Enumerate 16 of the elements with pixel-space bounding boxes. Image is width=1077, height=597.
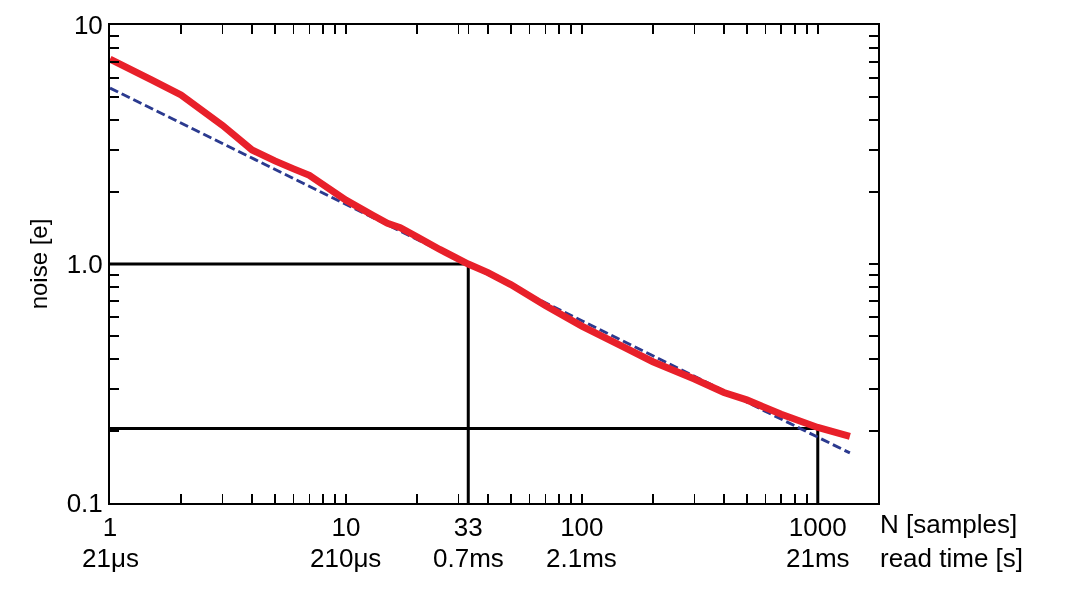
x-tick-label: 10 xyxy=(331,512,361,543)
text: 21μs xyxy=(82,543,139,573)
text: 2.1ms xyxy=(546,543,617,573)
text: read time [s] xyxy=(880,543,1024,573)
x-axis-title: N [samples] xyxy=(880,509,1018,539)
y-tick-label: 1.0 xyxy=(66,249,103,280)
y-axis-title: noise [e] xyxy=(25,218,53,310)
y-tick-label: 0.1 xyxy=(66,488,103,519)
x-tick-label: 1 xyxy=(102,512,118,543)
text: 0.7ms xyxy=(433,543,504,573)
text: 210μs xyxy=(310,543,382,573)
x-tick-label: 33 xyxy=(453,512,483,543)
x-tick-label: 1000 xyxy=(788,512,847,543)
y-tick-label: 10 xyxy=(73,10,103,41)
x-tick-label: 100 xyxy=(560,512,604,543)
text: 21ms xyxy=(786,543,850,573)
